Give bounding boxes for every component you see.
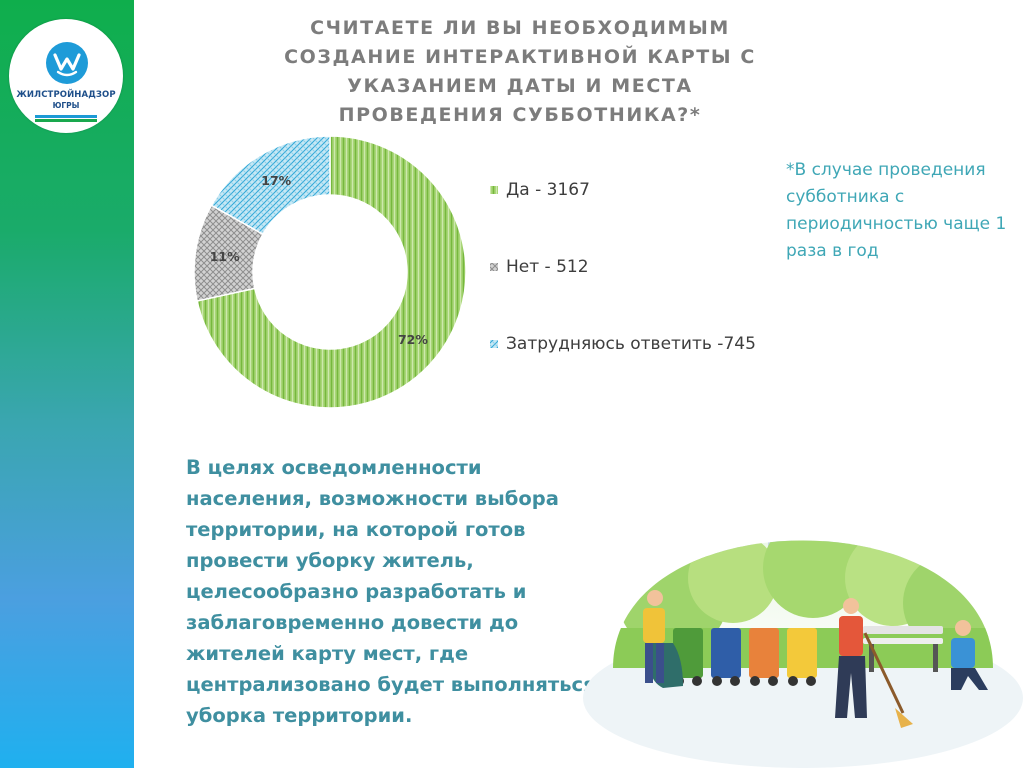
legend-swatch-undecided [490,340,498,348]
cleanup-volunteers-illustration [583,540,1023,768]
body-paragraph: В целях осведомленности населения, возмо… [186,456,596,727]
legend-swatch-yes [490,186,498,194]
legend-label-no: Нет - 512 [506,257,589,277]
legend-swatch-no [490,263,498,271]
legend-label-yes: Да - 3167 [506,180,590,200]
footnote-text: *В случае проведения субботника с период… [786,160,1007,261]
slide-title: СЧИТАЕТЕ ЛИ ВЫ НЕОБХОДИМЫМ СОЗДАНИЕ ИНТЕ… [284,17,756,126]
logo-stripes [35,115,97,123]
donut-chart: 72% 11% 17% Да - 3167 Нет - 512 Затрудняюсь … [193,135,756,409]
slice-undecided [210,135,331,236]
percent-label-undecided: 17% [261,173,291,188]
logo-line-1: ЖИЛСТРОЙНАДЗОР [16,90,116,100]
logo-line-2: ЮГРЫ [52,101,80,110]
legend-label-undecided: Затрудняюсь ответить -745 [506,334,756,354]
organization-logo: ЖИЛСТРОЙНАДЗОР ЮГРЫ [9,19,123,133]
logo-emblem-icon [46,42,88,84]
percent-label-yes: 72% [398,332,428,347]
percent-label-no: 11% [210,249,240,264]
slice-yes [196,135,467,409]
